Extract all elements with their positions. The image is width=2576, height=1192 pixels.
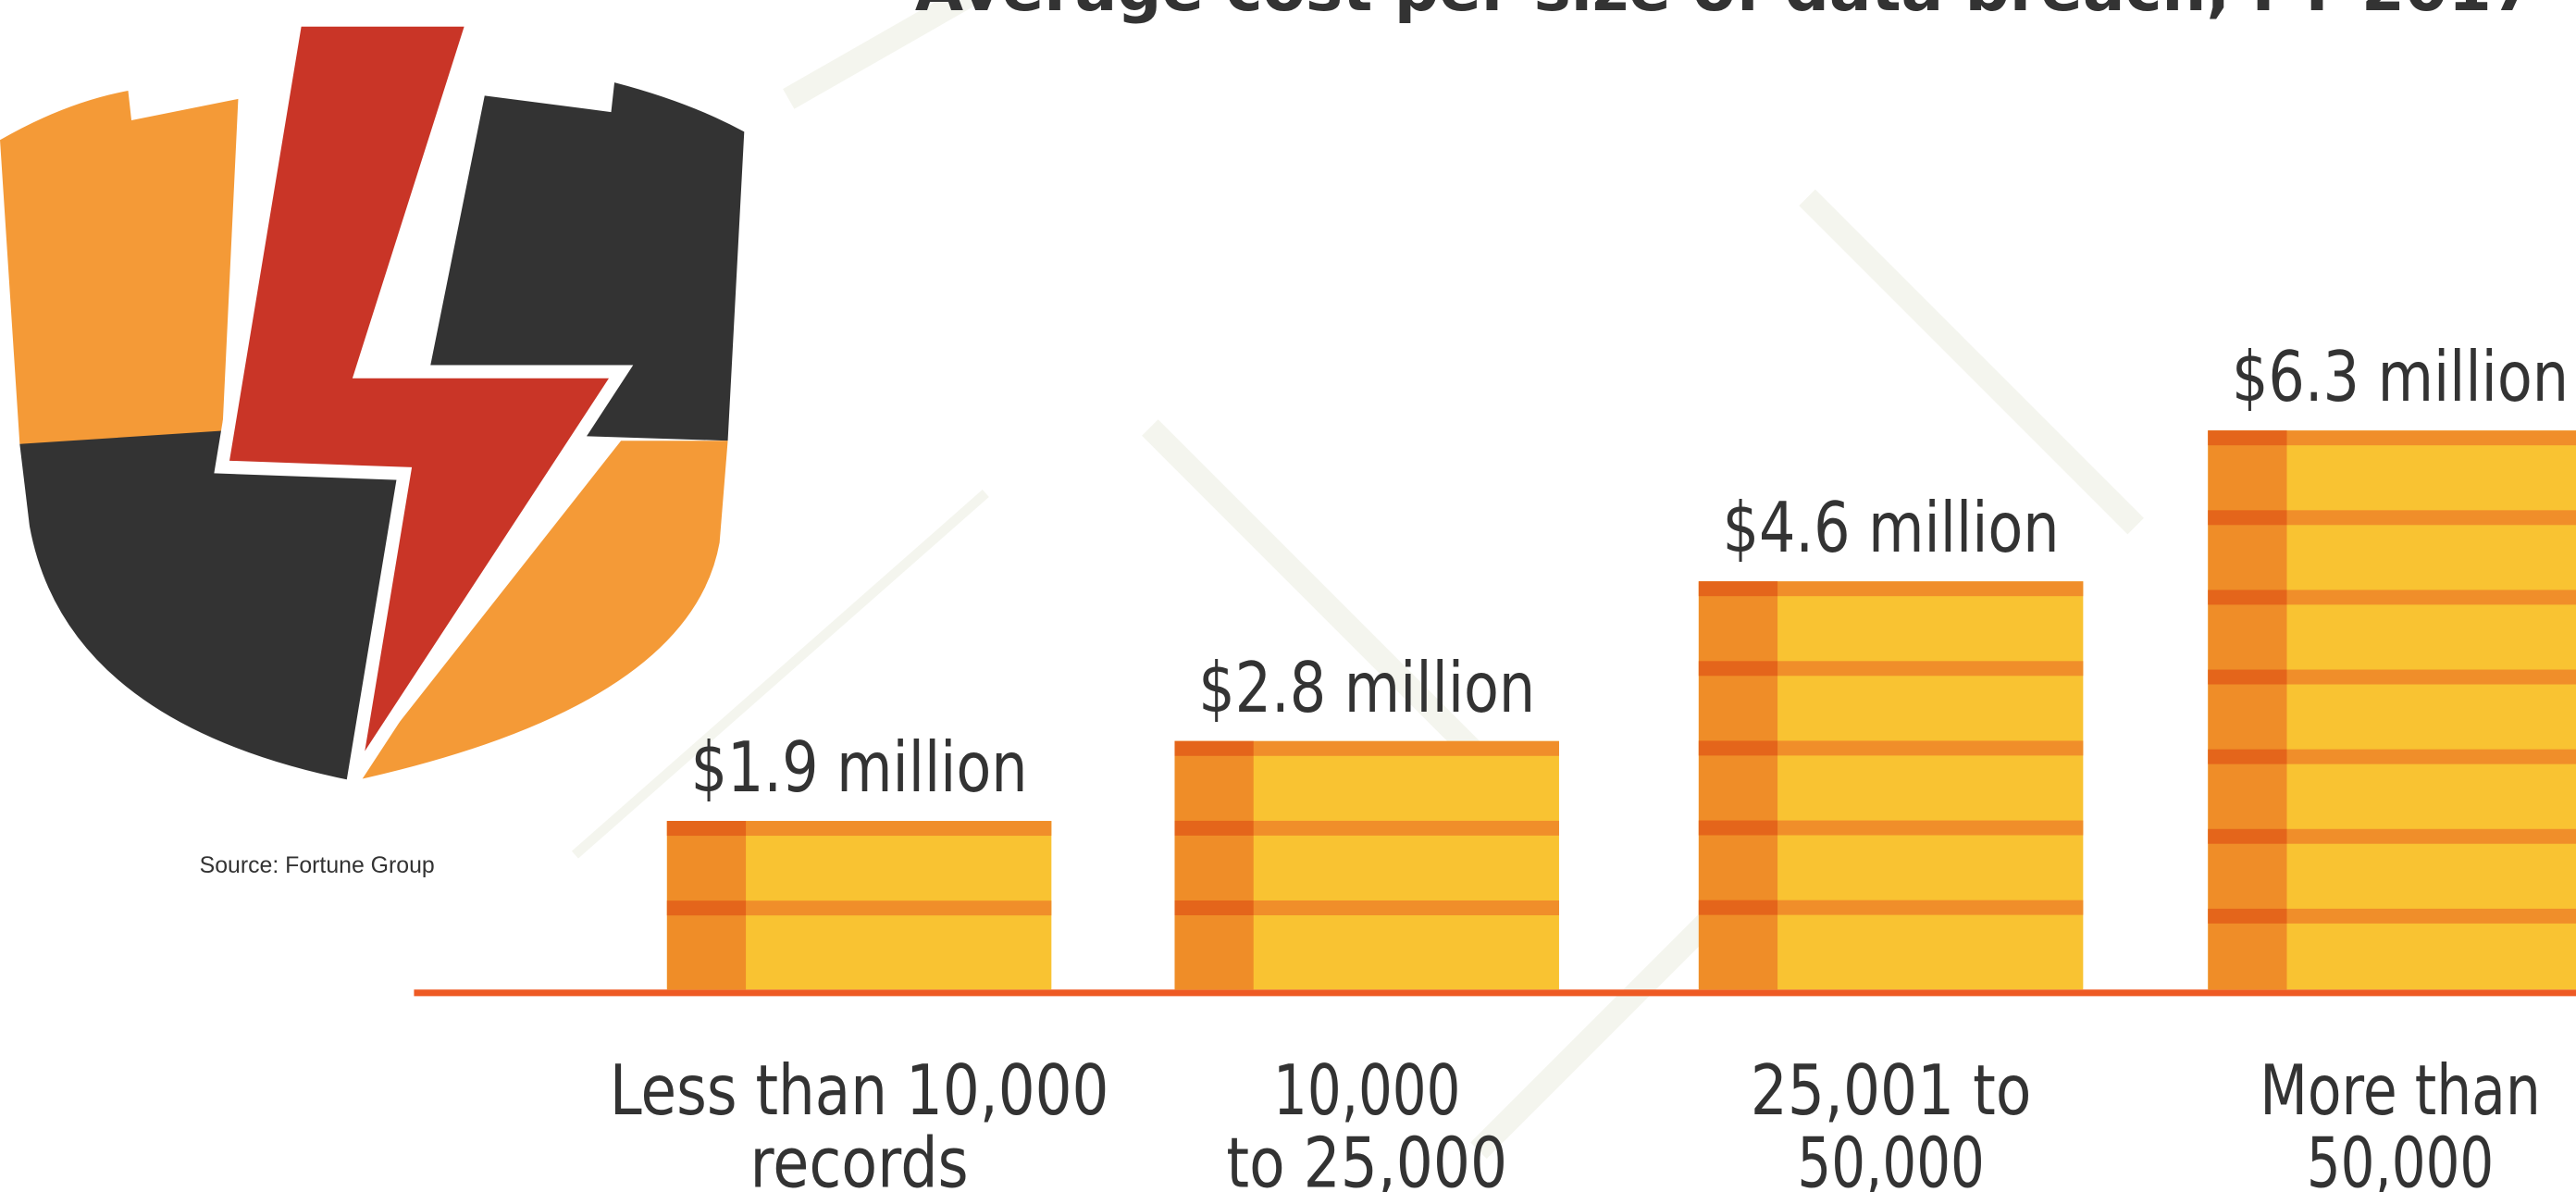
- source-note: Source: Fortune Group: [200, 853, 435, 878]
- x-tick-label: 25,001 to: [1751, 1050, 2032, 1131]
- value-label: $4.6 million: [1723, 488, 2060, 568]
- x-tick-label: records: [750, 1123, 969, 1192]
- bar-stripe-edge: [2208, 590, 2286, 604]
- page: Average cost per size of data breach, FY…: [0, 0, 2576, 1192]
- bar-stripe-edge: [1174, 741, 1253, 756]
- shield-logo: [0, 20, 744, 781]
- bar-stripe-edge: [1174, 821, 1253, 836]
- bar-stripe-edge: [1699, 740, 1777, 755]
- x-tick-label: 10,000: [1273, 1050, 1460, 1131]
- x-tick-label: More than: [2260, 1050, 2541, 1131]
- bar-stripe-edge: [2208, 909, 2286, 924]
- value-label: $1.9 million: [691, 727, 1028, 808]
- bar-stripe-edge: [1699, 900, 1777, 915]
- chart: Average cost per size of data breach, FY…: [0, 0, 2576, 1192]
- bar-stripe-edge: [2208, 430, 2286, 445]
- bar-stripe-edge: [1174, 900, 1253, 915]
- bar-stripe-edge: [2208, 510, 2286, 525]
- x-tick-label: to 25,000: [1226, 1123, 1507, 1192]
- chart-title: Average cost per size of data breach, FY…: [915, 0, 2535, 25]
- bar-stripe-edge: [2208, 670, 2286, 685]
- bar-edge: [1699, 581, 1777, 989]
- x-tick-label: 50,000: [2307, 1123, 2494, 1192]
- bar-edge: [1174, 741, 1253, 989]
- bar-stripe-edge: [2208, 829, 2286, 844]
- value-label: $6.3 million: [2232, 337, 2569, 417]
- bar-stripe-edge: [1699, 581, 1777, 596]
- bar-stripe-edge: [667, 900, 746, 915]
- x-tick-label: Less than 10,000: [610, 1050, 1109, 1131]
- bar-stripe-edge: [667, 821, 746, 836]
- bar-stripe-edge: [1699, 661, 1777, 676]
- bar-stripe-edge: [2208, 750, 2286, 764]
- value-label: $2.8 million: [1198, 648, 1535, 728]
- x-tick-label: 50,000: [1797, 1123, 1984, 1192]
- bar-stripe-edge: [1699, 821, 1777, 836]
